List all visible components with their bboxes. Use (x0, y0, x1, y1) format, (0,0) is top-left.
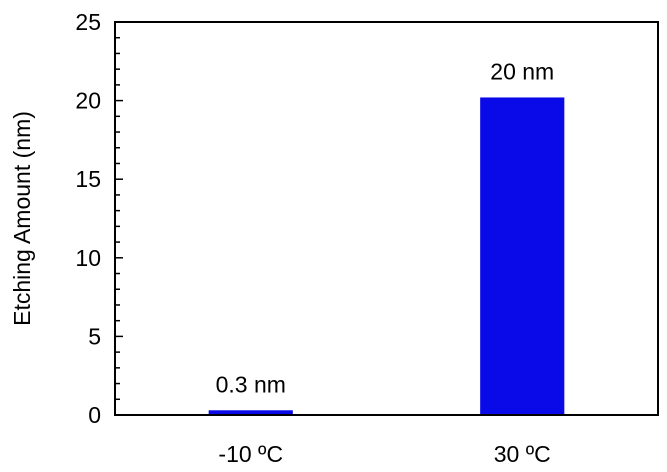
y-tick-label: 25 (75, 9, 101, 35)
bar-data-label: 20 nm (490, 58, 554, 84)
bars (208, 97, 565, 416)
bar (480, 97, 565, 416)
y-axis-ticks (115, 21, 123, 416)
x-tick-label: -10 ºC (218, 441, 283, 467)
y-tick-label: 10 (75, 245, 101, 271)
y-tick-label: 20 (75, 88, 101, 114)
data-labels: 0.3 nm 20 nm (216, 58, 555, 397)
bar-data-label: 0.3 nm (216, 371, 286, 397)
y-tick-label: 0 (88, 402, 101, 428)
y-tick-label: 5 (88, 323, 101, 349)
y-axis-title: Etching Amount (nm) (9, 111, 35, 326)
bar (208, 410, 293, 415)
plot-area-frame (114, 21, 659, 416)
y-axis-tick-labels: 0 5 10 15 20 25 (75, 9, 101, 428)
y-tick-label: 15 (75, 166, 101, 192)
x-axis-tick-labels: -10 ºC 30 ºC (218, 441, 550, 467)
x-tick-label: 30 ºC (494, 441, 551, 467)
